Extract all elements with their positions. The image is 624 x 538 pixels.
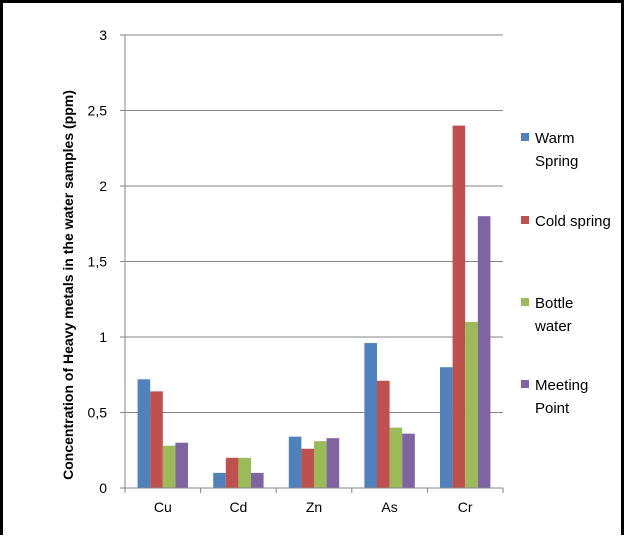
- y-tick-label: 2,5: [88, 103, 108, 119]
- bar-cu-bottle-water: [162, 445, 176, 488]
- bar-zn-cold-spring: [301, 448, 314, 488]
- bar-cu-meeting-point: [175, 442, 188, 488]
- bar-cd-bottle-water: [238, 457, 251, 488]
- bar-as-cold-spring: [377, 380, 390, 488]
- chart: 0 0,5 1 1,5 2 2,5 3 Cu Cd Zn As Cr Concentration of…: [60, 27, 611, 515]
- bar-cr-warm-spring: [440, 367, 453, 488]
- bar-cu-cold-spring: [150, 391, 163, 488]
- x-tick-label: Zn: [306, 499, 322, 515]
- bar-zn-bottle-water: [314, 441, 327, 488]
- bars: [137, 125, 491, 488]
- bar-as-meeting-point: [402, 433, 415, 488]
- legend-label: water: [534, 318, 572, 335]
- y-tick-label: 0: [99, 480, 107, 496]
- bar-as-warm-spring: [364, 343, 377, 488]
- bar-cr-meeting-point: [477, 216, 491, 488]
- legend-label: Meeting: [535, 377, 588, 394]
- legend: Warm Spring Cold spring Bottle water Meeting P…: [521, 130, 611, 417]
- legend-label: Bottle: [535, 295, 573, 312]
- bar-as-bottle-water: [389, 427, 403, 488]
- bar-cu-warm-spring: [137, 379, 151, 488]
- legend-label: Warm: [535, 130, 574, 147]
- legend-swatch: [521, 298, 529, 306]
- y-axis-label: Concentration of Heavy metals in the wat…: [60, 90, 76, 480]
- legend-label: Cold spring: [535, 213, 611, 230]
- x-tick-label: Cd: [229, 499, 247, 515]
- bar-zn-meeting-point: [326, 438, 340, 488]
- legend-swatch: [521, 216, 529, 224]
- bar-cr-cold-spring: [452, 125, 466, 488]
- legend-label: Point: [535, 400, 570, 417]
- y-tick-label: 1: [99, 329, 107, 345]
- y-tick-label: 1,5: [88, 254, 108, 270]
- y-tick-label: 2: [99, 178, 107, 194]
- bar-cd-warm-spring: [213, 472, 226, 488]
- bar-cr-bottle-water: [465, 321, 478, 488]
- legend-label: Spring: [535, 153, 578, 170]
- x-tick-label: Cu: [154, 499, 172, 515]
- legend-swatch: [521, 380, 529, 388]
- y-tick-label: 3: [99, 27, 107, 43]
- tick-labels: 0 0,5 1 1,5 2 2,5 3 Cu Cd Zn As Cr: [88, 27, 473, 515]
- x-tick-label: As: [381, 499, 397, 515]
- x-tick-label: Cr: [458, 499, 473, 515]
- y-tick-label: 0,5: [88, 405, 108, 421]
- bar-cd-cold-spring: [225, 457, 239, 488]
- bar-zn-warm-spring: [288, 436, 302, 488]
- bar-cd-meeting-point: [251, 472, 264, 488]
- legend-swatch: [521, 133, 529, 141]
- gridlines: [125, 34, 503, 413]
- axes: [120, 34, 504, 493]
